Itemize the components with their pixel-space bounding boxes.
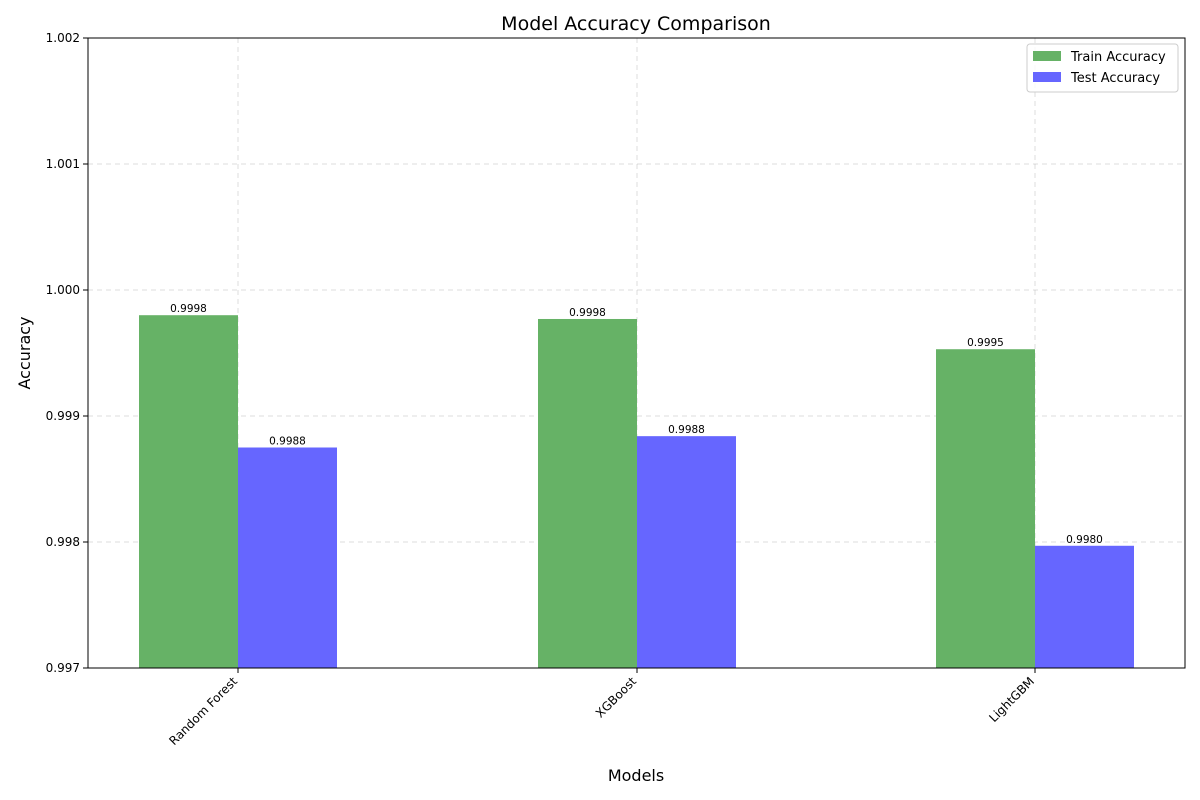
bar-test [637,436,736,668]
chart-title: Model Accuracy Comparison [501,13,771,35]
bar-value-label: 0.9998 [170,303,207,315]
y-tick-label: 0.997 [46,661,80,675]
bar-test [238,447,337,668]
legend-swatch [1033,72,1061,82]
x-tick-label: XGBoost [593,674,639,720]
legend-label: Test Accuracy [1070,71,1160,86]
bar-value-label: 0.9980 [1066,534,1103,546]
bar-value-label: 0.9998 [569,307,606,319]
y-tick-label: 0.998 [46,535,80,549]
y-axis-title: Accuracy [15,316,34,389]
x-axis: Random Forest XGBoost LightGBM [166,668,1037,748]
legend-label: Train Accuracy [1070,50,1166,65]
bar-train [538,318,637,668]
x-tick-label: LightGBM [986,674,1037,725]
bar-train [139,315,238,668]
y-tick-label: 1.000 [46,283,80,297]
y-axis: 0.997 0.998 0.999 1.000 1.001 1.002 [46,31,88,675]
data-labels: 0.9998 0.9998 0.9995 0.9988 0.9988 0.9980 [170,303,1103,546]
bar-test [1035,545,1134,668]
bar-value-label: 0.9988 [668,424,705,436]
bars [139,315,1134,668]
x-tick-label: Random Forest [166,674,240,748]
bar-value-label: 0.9988 [269,436,306,448]
legend-swatch [1033,51,1061,61]
y-tick-label: 0.999 [46,409,80,423]
bar-value-label: 0.9995 [967,337,1004,349]
y-tick-label: 1.002 [46,31,80,45]
x-axis-title: Models [608,766,664,785]
y-tick-label: 1.001 [46,157,80,171]
legend[interactable]: Train Accuracy Test Accuracy [1026,43,1179,93]
legend-box [1026,43,1179,93]
bar-train [936,349,1035,668]
